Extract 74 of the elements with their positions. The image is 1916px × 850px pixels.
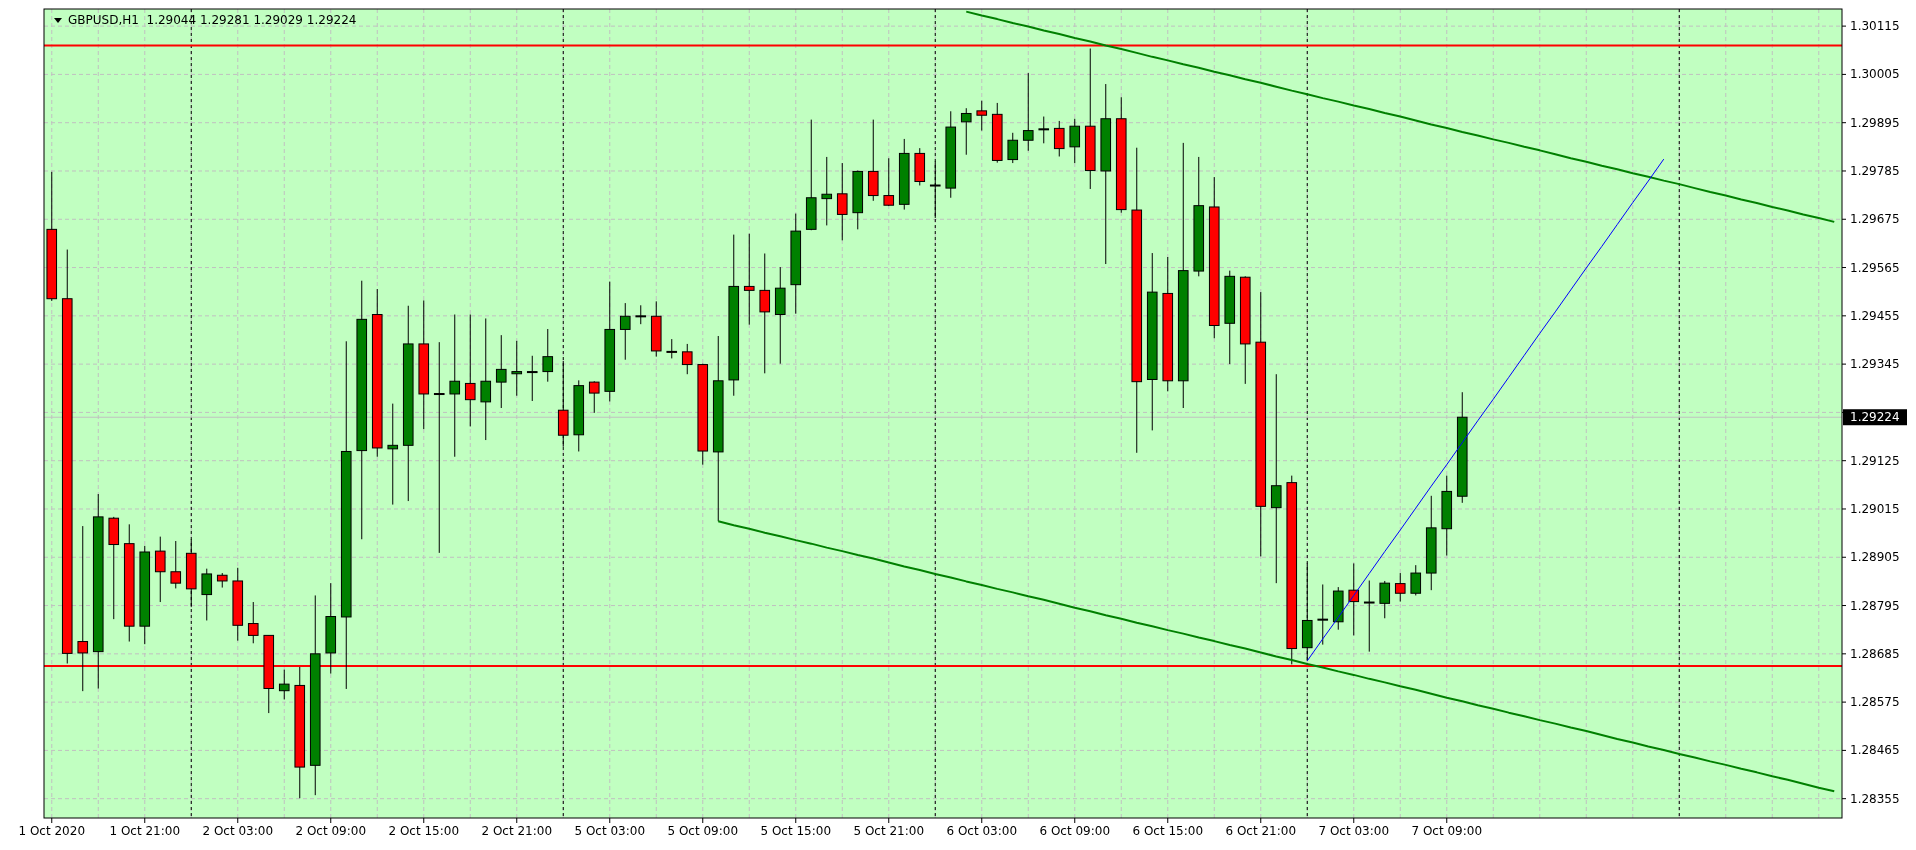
candlestick bbox=[1007, 132, 1019, 164]
y-tick-label: 1.30115 bbox=[1850, 19, 1900, 34]
y-tick-label: 1.30005 bbox=[1850, 67, 1900, 82]
x-tick-label: 6 Oct 09:00 bbox=[1039, 824, 1111, 838]
x-tick-label: 2 Oct 15:00 bbox=[388, 824, 460, 838]
candlestick bbox=[526, 355, 538, 402]
candlestick bbox=[619, 302, 631, 361]
y-tick-label: 1.29345 bbox=[1850, 357, 1900, 372]
y-tick-label: 1.28685 bbox=[1850, 646, 1900, 661]
candlestick bbox=[247, 601, 259, 644]
candlestick bbox=[480, 317, 492, 441]
candlestick bbox=[635, 304, 647, 325]
candlestick bbox=[387, 403, 399, 506]
y-tick-label: 1.29455 bbox=[1850, 308, 1900, 323]
candlestick bbox=[960, 107, 972, 156]
y-tick-label: 1.29125 bbox=[1850, 453, 1900, 468]
y-tick-label: 1.29675 bbox=[1850, 212, 1900, 227]
y-tick-label: 1.28355 bbox=[1850, 791, 1900, 806]
candlestick bbox=[511, 340, 523, 397]
candlestick bbox=[883, 157, 895, 207]
y-tick-label: 1.28795 bbox=[1850, 598, 1900, 613]
x-tick-label: 2 Oct 09:00 bbox=[295, 824, 367, 838]
y-tick-label: 1.28575 bbox=[1850, 695, 1900, 710]
candlestick bbox=[1069, 118, 1081, 164]
candlestick bbox=[1038, 116, 1050, 144]
chart-title: GBPUSD,H1 1.29044 1.29281 1.29029 1.29224 bbox=[68, 13, 357, 27]
candlestick bbox=[433, 341, 445, 554]
candlestick bbox=[1363, 580, 1375, 653]
candlestick bbox=[743, 233, 755, 326]
x-tick-label: 5 Oct 03:00 bbox=[574, 824, 646, 838]
candlestick bbox=[1022, 72, 1034, 152]
y-tick-label: 1.28905 bbox=[1850, 550, 1900, 565]
ref-line-label: 1.29224 bbox=[1850, 410, 1900, 425]
candlestick bbox=[836, 162, 848, 241]
x-tick-label: 7 Oct 09:00 bbox=[1411, 824, 1483, 838]
candlestick bbox=[1270, 373, 1282, 584]
x-tick-label: 5 Oct 09:00 bbox=[667, 824, 739, 838]
y-tick-label: 1.28465 bbox=[1850, 743, 1900, 758]
line-series bbox=[717, 520, 1836, 793]
x-tick-label: 6 Oct 15:00 bbox=[1132, 824, 1204, 838]
candlestick bbox=[1317, 583, 1329, 646]
candlestick bbox=[278, 669, 290, 700]
candlestick bbox=[170, 540, 182, 589]
candlestick bbox=[449, 314, 461, 458]
candlestick bbox=[495, 334, 507, 409]
x-tick-label: 6 Oct 21:00 bbox=[1225, 824, 1297, 838]
y-tick-label: 1.29565 bbox=[1850, 260, 1900, 275]
x-tick-label: 1 Oct 21:00 bbox=[109, 824, 181, 838]
x-tick-label: 1 Oct 2020 bbox=[18, 824, 86, 838]
x-tick-label: 6 Oct 03:00 bbox=[946, 824, 1018, 838]
y-tick-label: 1.29895 bbox=[1850, 115, 1900, 130]
candlestick bbox=[759, 253, 771, 374]
candlestick bbox=[201, 568, 213, 621]
line-series bbox=[1306, 158, 1665, 662]
candlestick bbox=[976, 100, 988, 132]
candlestick bbox=[666, 338, 678, 359]
candlestick bbox=[821, 156, 833, 226]
candlestick bbox=[1410, 564, 1422, 596]
x-tick-label: 5 Oct 15:00 bbox=[760, 824, 832, 838]
candlestick bbox=[681, 343, 693, 375]
candlestick bbox=[1053, 120, 1065, 157]
x-tick-label: 2 Oct 21:00 bbox=[481, 824, 553, 838]
x-tick-label: 2 Oct 03:00 bbox=[202, 824, 274, 838]
y-tick-label: 1.29015 bbox=[1850, 501, 1900, 516]
candlestick bbox=[588, 380, 600, 414]
candlestick bbox=[1379, 580, 1391, 619]
x-tick-label: 5 Oct 21:00 bbox=[853, 824, 925, 838]
candlestick bbox=[464, 314, 476, 427]
y-tick-label: 1.29785 bbox=[1850, 163, 1900, 178]
candlestick bbox=[542, 328, 554, 383]
line-series bbox=[965, 10, 1836, 223]
x-tick-label: 7 Oct 03:00 bbox=[1318, 824, 1390, 838]
candlestick bbox=[154, 536, 166, 603]
candlestick bbox=[1394, 572, 1406, 603]
